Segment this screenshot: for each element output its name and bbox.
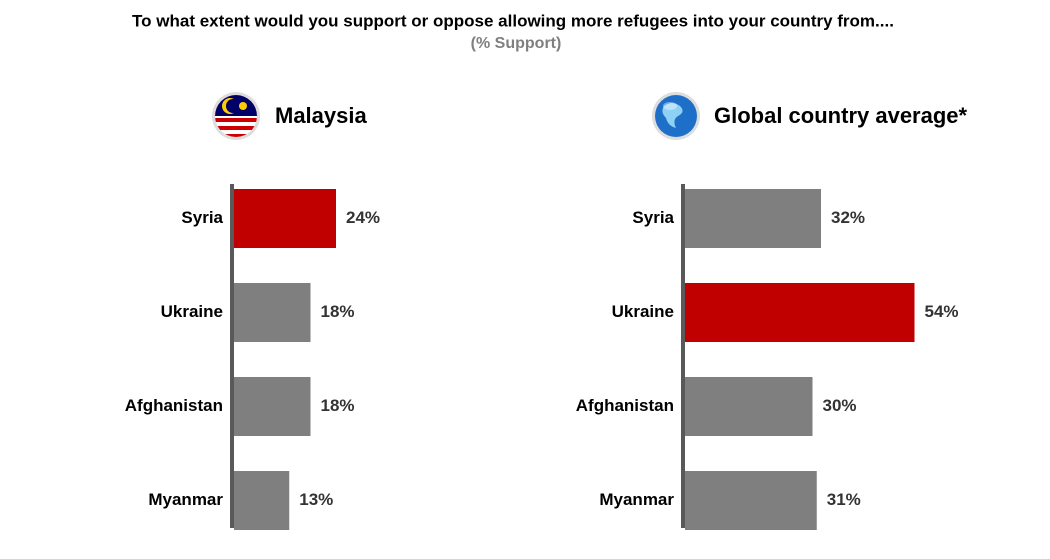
value-label: 30% [823,396,857,415]
category-label: Afghanistan [576,396,674,415]
category-label: Syria [632,208,674,227]
value-label: 54% [925,302,959,321]
chart-title: Malaysia [275,103,367,128]
page-title: To what extent would you support or oppo… [132,11,894,30]
category-label: Afghanistan [125,396,223,415]
bar [234,471,290,530]
bar [685,471,817,530]
bar [685,283,915,342]
category-label: Ukraine [161,302,223,321]
category-label: Syria [181,208,223,227]
bar [234,283,311,342]
category-label: Myanmar [599,490,674,509]
page-subtitle: (% Support) [471,35,562,52]
value-label: 31% [827,490,861,509]
axis-line [681,184,685,528]
bar [685,377,813,436]
value-label: 13% [299,490,333,509]
bar [234,189,336,248]
axis-line [230,184,234,528]
bar [685,189,821,248]
value-label: 18% [321,302,355,321]
value-label: 24% [346,208,380,227]
value-label: 18% [321,396,355,415]
malaysia-flag-icon [212,92,260,140]
globe-icon [652,92,700,140]
category-label: Ukraine [612,302,674,321]
bar [234,377,311,436]
chart-title: Global country average* [714,103,968,128]
category-label: Myanmar [148,490,223,509]
value-label: 32% [831,208,865,227]
